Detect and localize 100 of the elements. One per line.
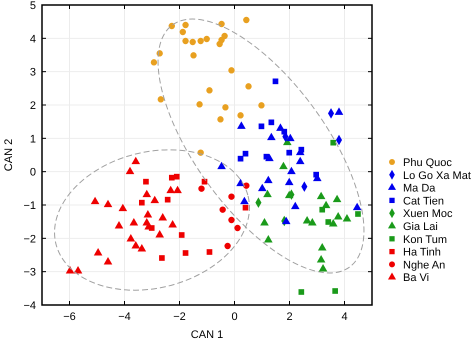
y-tick-label: 2	[30, 100, 36, 112]
point	[180, 28, 186, 36]
point	[144, 210, 152, 218]
point	[130, 218, 138, 226]
x-tick-label: 0	[231, 311, 238, 323]
legend-label: Gia Lai	[403, 221, 438, 233]
point	[222, 104, 229, 111]
point	[276, 123, 285, 131]
y-tick-label: 1	[30, 133, 36, 146]
y-tick-label: 3	[30, 66, 36, 79]
y-tick-label: 0	[30, 166, 36, 179]
point	[131, 156, 140, 164]
x-tick-label: 2	[286, 311, 293, 323]
point	[325, 219, 332, 225]
point	[126, 234, 136, 242]
point	[178, 232, 185, 238]
point	[243, 182, 250, 189]
point	[264, 176, 273, 184]
point	[74, 266, 82, 274]
x-tick-label: 4	[341, 311, 348, 323]
point	[355, 211, 361, 217]
point	[258, 102, 265, 109]
point	[258, 184, 267, 192]
point	[334, 107, 344, 115]
legend-label: Ma Da	[403, 182, 436, 195]
point	[298, 289, 304, 295]
point	[318, 243, 327, 250]
legend-label: Cat Tien	[403, 195, 444, 208]
point	[150, 59, 158, 66]
point	[287, 166, 296, 174]
y-tick-label: 5	[30, 0, 36, 12]
point	[158, 96, 164, 103]
point	[173, 186, 182, 194]
point	[114, 221, 124, 228]
legend-label: Nghe An	[403, 259, 446, 272]
point	[196, 101, 203, 108]
point	[131, 241, 140, 248]
point	[286, 134, 295, 142]
point	[182, 22, 189, 28]
point	[332, 288, 338, 294]
point	[66, 266, 74, 274]
legend-label: Phu Quoc	[403, 157, 452, 169]
point	[224, 242, 231, 250]
point	[316, 255, 326, 262]
y-tick-label: 4	[30, 33, 36, 46]
point	[279, 162, 288, 170]
point	[164, 196, 171, 202]
point	[290, 202, 300, 210]
y-tick-label: −3	[23, 266, 36, 279]
legend-label: Lo Go Xa Mat	[403, 170, 471, 182]
point	[158, 213, 168, 220]
point	[264, 235, 273, 242]
point	[245, 83, 252, 90]
point	[190, 52, 197, 59]
x-tick-label: −2	[173, 311, 186, 323]
point	[263, 190, 272, 198]
point	[265, 154, 274, 162]
point	[159, 255, 165, 261]
point	[238, 156, 244, 162]
point	[228, 67, 235, 74]
point	[206, 87, 213, 94]
point	[228, 216, 235, 224]
point	[206, 249, 212, 255]
point	[268, 120, 274, 126]
point	[118, 204, 128, 212]
point	[104, 257, 112, 264]
point	[174, 174, 180, 180]
point	[332, 194, 342, 202]
x-tick-label: −4	[118, 311, 131, 323]
point	[237, 121, 246, 129]
point	[240, 196, 249, 204]
point	[94, 248, 102, 256]
point	[228, 193, 235, 200]
point	[202, 178, 208, 184]
point	[190, 38, 196, 46]
point	[322, 200, 330, 208]
point	[138, 200, 145, 206]
point	[138, 244, 146, 252]
point	[272, 78, 278, 84]
y-tick-label: −2	[23, 233, 36, 246]
point	[296, 156, 305, 164]
legend-label: Kon Tum	[403, 234, 448, 246]
point	[352, 202, 362, 210]
point	[166, 186, 175, 194]
x-tick-label: −6	[63, 311, 76, 323]
point	[302, 216, 312, 224]
point	[216, 40, 223, 48]
point	[342, 214, 352, 222]
legend-label: Ba Vi	[403, 272, 430, 284]
y-axis-title: CAN 2	[3, 138, 15, 172]
point	[234, 224, 241, 232]
point	[182, 38, 189, 44]
point	[142, 190, 152, 198]
point	[143, 178, 149, 184]
point	[197, 38, 204, 44]
point	[237, 112, 244, 119]
point	[330, 140, 336, 146]
point	[282, 216, 290, 224]
x-axis-title: CAN 1	[190, 329, 224, 341]
point	[219, 206, 226, 213]
